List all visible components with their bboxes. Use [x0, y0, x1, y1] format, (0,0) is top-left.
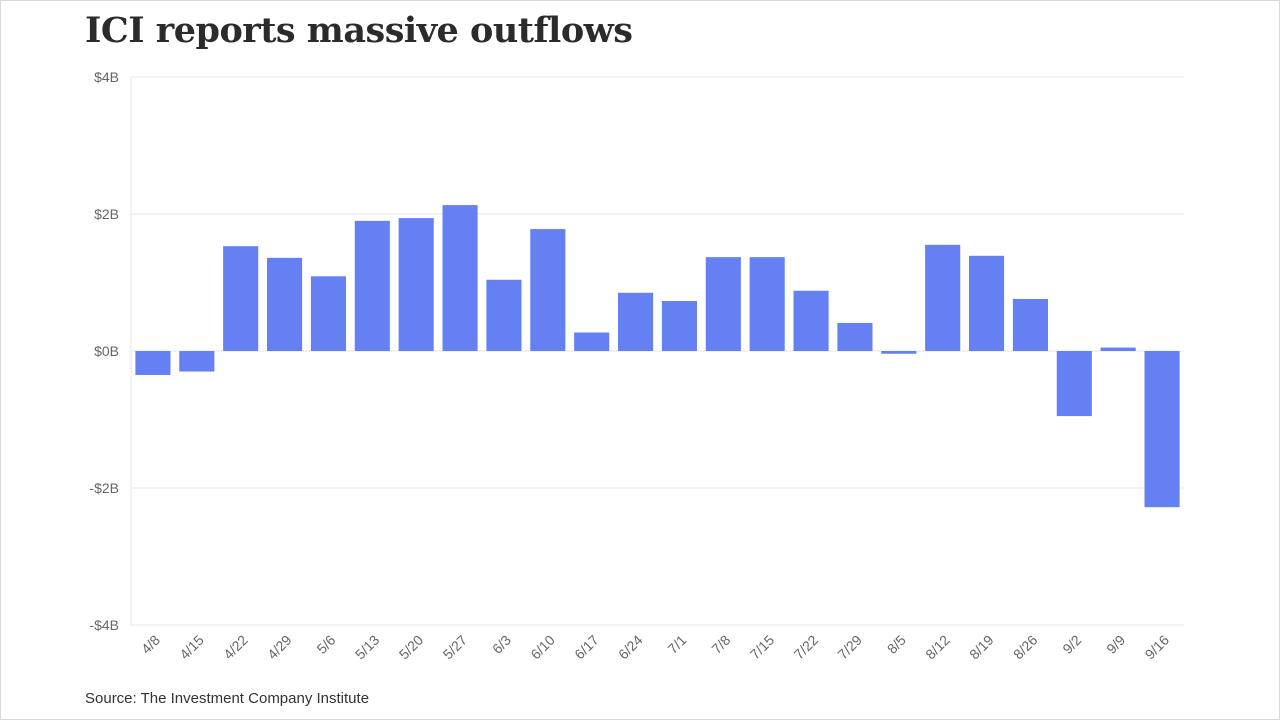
bar-5-20: [398, 218, 434, 351]
bar-7-1: [661, 300, 697, 351]
y-tick-label: -$2B: [89, 480, 119, 496]
bar-8-5: [881, 351, 917, 354]
x-tick-label: 7/1: [664, 632, 689, 657]
bar-9-16: [1144, 351, 1180, 508]
bar-7-29: [837, 322, 873, 351]
bar-4-15: [179, 351, 215, 372]
x-tick-label: 8/26: [1010, 632, 1041, 663]
y-axis-ticks: $4B $2B $0B -$2B -$4B: [89, 69, 119, 633]
y-tick-label: -$4B: [89, 617, 119, 633]
x-axis-ticks: 4/8 4/15 4/22 4/29 5/6 5/13 5/20 5/27 6/3 6/10 6/1…: [138, 632, 1172, 663]
x-tick-label: 5/13: [352, 632, 383, 663]
bars: [135, 205, 1180, 508]
x-tick-label: 6/3: [489, 632, 514, 657]
y-tick-label: $2B: [94, 206, 119, 222]
bar-8-26: [1012, 298, 1048, 351]
bar-4-22: [223, 246, 259, 351]
bar-6-17: [574, 332, 610, 351]
bar-8-19: [969, 255, 1005, 351]
x-tick-label: 6/17: [571, 632, 602, 663]
bar-9-9: [1100, 347, 1136, 351]
bar-7-15: [749, 257, 785, 351]
x-tick-label: 9/16: [1142, 632, 1173, 663]
x-tick-label: 8/5: [884, 632, 909, 657]
bar-8-12: [925, 244, 961, 351]
x-tick-label: 6/24: [615, 632, 646, 663]
x-tick-label: 4/15: [176, 632, 207, 663]
bar-5-13: [354, 220, 390, 351]
x-tick-label: 9/9: [1103, 632, 1128, 657]
bar-7-8: [705, 257, 741, 351]
y-tick-label: $0B: [94, 343, 119, 359]
x-tick-label: 4/22: [220, 632, 251, 663]
x-tick-label: 9/2: [1059, 632, 1084, 657]
bar-4-29: [267, 257, 303, 351]
x-tick-label: 5/6: [313, 632, 338, 657]
x-tick-label: 8/19: [966, 632, 997, 663]
chart-title: ICI reports massive outflows: [85, 10, 633, 51]
bar-6-3: [486, 279, 522, 351]
x-tick-label: 4/29: [264, 632, 295, 663]
gridlines: [130, 76, 1184, 626]
x-tick-label: 4/8: [138, 632, 163, 657]
bar-7-22: [793, 290, 829, 351]
x-tick-label: 6/10: [527, 632, 558, 663]
x-tick-label: 8/12: [922, 632, 953, 663]
y-tick-label: $4B: [94, 69, 119, 85]
bar-5-6: [310, 276, 346, 351]
bar-6-24: [618, 292, 654, 351]
x-tick-label: 7/29: [834, 632, 865, 663]
x-tick-label: 7/15: [747, 632, 778, 663]
x-tick-label: 5/20: [396, 632, 427, 663]
source-note: Source: The Investment Company Institute: [85, 690, 370, 707]
bar-5-27: [442, 205, 478, 351]
x-tick-label: 7/8: [708, 632, 733, 657]
bar-9-2: [1056, 351, 1092, 417]
bar-4-8: [135, 351, 171, 375]
bar-6-10: [530, 229, 566, 351]
x-tick-label: 7/22: [791, 632, 822, 663]
x-tick-label: 5/27: [440, 632, 471, 663]
